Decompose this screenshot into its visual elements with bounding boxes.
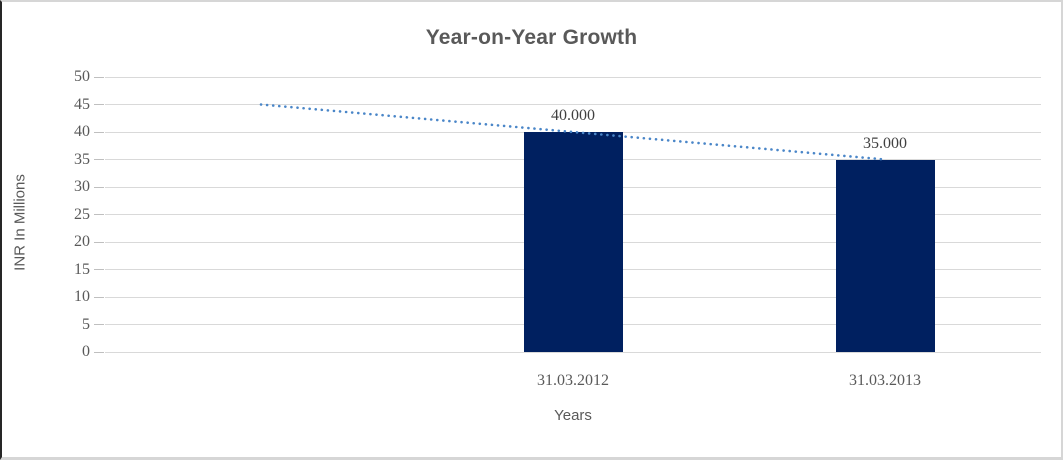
- x-axis-title: Years: [554, 407, 592, 424]
- y-axis-tickmark: [94, 104, 104, 105]
- x-category-label: 31.03.2013: [849, 372, 921, 389]
- data-label: 40.000: [551, 107, 595, 124]
- y-axis-tickmark: [94, 186, 104, 188]
- x-category-label: 31.03.2012: [537, 372, 609, 389]
- y-axis-tickmark: [94, 351, 104, 353]
- bar-31.03.2013: [835, 159, 935, 352]
- y-tick-label: 50: [74, 68, 90, 85]
- gridline: [105, 351, 1041, 353]
- y-tick-label: 10: [74, 288, 90, 305]
- y-axis-tickmark: [94, 131, 104, 133]
- bar-31.03.2012: [523, 132, 623, 352]
- y-tick-label: 40: [74, 123, 90, 140]
- y-axis-tickmark: [94, 241, 104, 243]
- y-tick-label: 45: [74, 95, 90, 113]
- y-tick-label: 20: [74, 233, 90, 250]
- chart-title: Year-on-Year Growth: [425, 26, 638, 49]
- y-axis-tickmark: [94, 324, 104, 325]
- y-tick-label: 5: [82, 315, 90, 333]
- y-axis-tickmark: [94, 76, 104, 78]
- y-axis-tickmark: [94, 159, 104, 160]
- y-axis-tickmark: [94, 214, 104, 215]
- y-axis-tickmark: [94, 269, 104, 270]
- y-tick-label: 35: [74, 150, 90, 168]
- y-tick-label: 0: [82, 343, 90, 360]
- data-label: 35.000: [863, 134, 907, 152]
- y-tick-label: 30: [74, 178, 90, 195]
- gridline: [105, 76, 1041, 78]
- y-tick-label: 25: [74, 205, 90, 223]
- y-tick-label: 15: [74, 260, 90, 278]
- y-axis-tickmark: [94, 296, 104, 298]
- gridline: [105, 104, 1041, 105]
- y-axis-title: INR In Millions: [11, 174, 29, 271]
